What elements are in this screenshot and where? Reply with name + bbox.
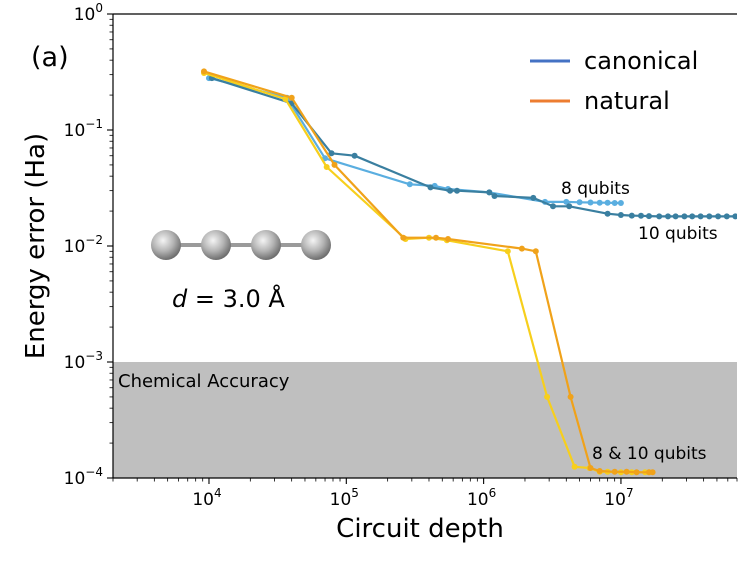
data-point: [576, 199, 583, 206]
atom-sphere: [301, 230, 331, 260]
data-point: [596, 199, 603, 206]
data-point: [611, 200, 618, 206]
data-point: [617, 212, 624, 218]
data-point: [689, 213, 696, 220]
data-point: [587, 465, 594, 471]
data-point: [567, 393, 574, 400]
chemical-accuracy-band: [113, 362, 737, 478]
annotation-8-10-qubits: 8 & 10 qubits: [592, 444, 707, 464]
data-point: [633, 469, 640, 476]
data-point: [604, 199, 611, 206]
data-point: [447, 187, 454, 194]
atom-sphere: [251, 230, 281, 260]
chemical-accuracy-label: Chemical Accuracy: [118, 371, 290, 392]
data-point: [331, 161, 338, 168]
data-point: [566, 203, 573, 210]
data-point: [628, 212, 635, 219]
data-point: [530, 194, 537, 201]
x-tick-label: 105: [330, 486, 359, 510]
series-layer: [201, 68, 737, 476]
atom-sphere: [201, 230, 231, 260]
data-point: [681, 213, 688, 220]
data-point: [323, 164, 330, 170]
panel-label: (a): [31, 42, 69, 73]
series-line-4: [203, 70, 653, 474]
data-point: [563, 198, 570, 205]
y-tick-label: 10−1: [64, 117, 103, 141]
legend: canonical natural: [530, 47, 698, 115]
data-point: [604, 210, 611, 217]
data-point: [445, 236, 451, 242]
data-point: [282, 96, 289, 102]
tick-layer: 104 105 106 107 10−4 10−3 10−2 10−1 100: [64, 1, 738, 510]
data-point: [623, 468, 630, 475]
annotation-10-qubits: 10 qubits: [638, 224, 718, 244]
data-point: [617, 200, 624, 206]
data-point: [732, 213, 737, 220]
atom-sphere: [151, 230, 181, 260]
y-axis-label: Energy error (Ha): [21, 133, 51, 359]
y-tick-label: 10−2: [64, 233, 103, 257]
data-point: [646, 213, 652, 220]
y-tick-label: 10−4: [64, 465, 103, 489]
data-point: [433, 234, 439, 241]
data-point: [400, 234, 407, 241]
data-point: [288, 94, 295, 101]
data-point: [486, 189, 493, 196]
data-point: [649, 469, 656, 476]
annotation-8-qubits: 8 qubits: [561, 179, 630, 199]
data-point: [611, 468, 618, 475]
data-point: [550, 203, 556, 210]
data-point: [454, 187, 460, 194]
data-point: [532, 248, 539, 255]
distance-label: d = 3.0 Å: [172, 284, 285, 313]
data-point: [723, 213, 730, 220]
data-point: [328, 150, 335, 157]
data-point: [491, 193, 498, 199]
x-axis-label: Circuit depth: [336, 514, 504, 544]
data-point: [596, 468, 603, 474]
data-point: [665, 213, 671, 220]
data-point: [351, 152, 358, 159]
y-tick-label: 10−3: [64, 349, 103, 373]
data-point: [571, 463, 578, 470]
data-point: [406, 181, 413, 188]
data-point: [518, 245, 525, 252]
molecule-illustration: [151, 230, 331, 260]
data-point: [587, 199, 594, 206]
data-point: [201, 68, 207, 75]
data-point: [672, 213, 679, 220]
data-point: [706, 213, 713, 220]
data-point: [638, 212, 644, 219]
data-point: [427, 184, 434, 191]
data-point: [656, 213, 663, 220]
legend-label-natural: natural: [584, 87, 670, 115]
y-tick-label: 100: [74, 1, 103, 25]
data-point: [504, 248, 511, 255]
legend-label-canonical: canonical: [584, 47, 698, 75]
data-point: [544, 393, 551, 400]
x-tick-label: 106: [467, 486, 496, 510]
data-point: [715, 213, 722, 220]
data-point: [697, 213, 704, 220]
x-tick-label: 104: [192, 486, 221, 510]
x-tick-label: 107: [604, 486, 633, 510]
